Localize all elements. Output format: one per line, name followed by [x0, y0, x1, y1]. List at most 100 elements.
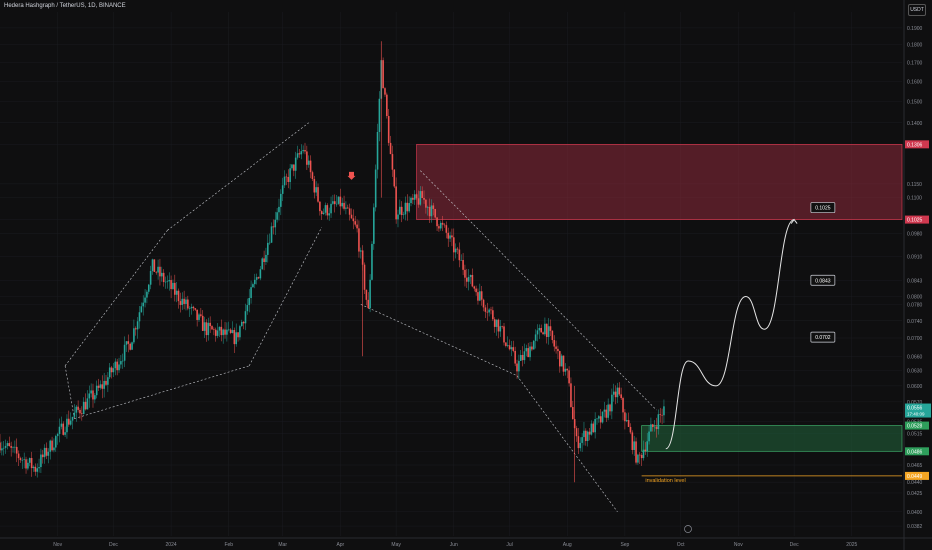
candle-body: [438, 226, 440, 229]
demand-zone: [641, 425, 903, 452]
candle-body: [332, 201, 334, 204]
candle-body: [544, 323, 546, 335]
candle-body: [45, 447, 48, 456]
level-badge: [905, 447, 929, 456]
candle-body: [475, 288, 477, 293]
price-tick: 0.1150: [907, 182, 922, 188]
candle-body: [88, 393, 91, 399]
candle-body: [499, 326, 502, 332]
candle-body: [136, 321, 139, 330]
candle-body: [579, 442, 582, 449]
candle-body: [644, 449, 647, 451]
candle-body: [651, 424, 654, 428]
candle-body: [367, 299, 370, 309]
candle-body: [0, 442, 1, 451]
candle-body: [452, 237, 455, 253]
target-badge: [810, 331, 836, 343]
candle-body: [345, 207, 347, 209]
price-tick: 0.0843: [907, 278, 923, 284]
candle-body: [519, 354, 522, 361]
candle-body: [454, 248, 457, 253]
candle-body: [19, 458, 22, 461]
candle-body: [121, 360, 124, 362]
candle-body: [553, 340, 556, 347]
candle-body: [410, 197, 412, 204]
candle-body: [198, 314, 200, 320]
candle-body: [82, 401, 85, 415]
candle-body: [382, 60, 384, 89]
candle-body: [657, 414, 660, 430]
candle-body: [79, 409, 81, 414]
price-tick: 0.0780: [907, 302, 923, 308]
candle-body: [506, 345, 509, 346]
candle-body: [601, 411, 604, 423]
time-tick: Jul: [506, 542, 512, 548]
candle-body: [451, 235, 453, 238]
price-tick: 0.0440: [907, 480, 923, 486]
candle-body: [516, 363, 518, 372]
candle-body: [402, 214, 405, 216]
candle-body: [373, 207, 375, 244]
candle-body: [34, 466, 37, 472]
price-tick: 0.1700: [907, 60, 923, 66]
candle-body: [609, 404, 611, 412]
candle-body: [304, 149, 306, 152]
candle-body: [265, 254, 267, 262]
candle-body: [267, 242, 269, 255]
candle-body: [599, 416, 602, 423]
level-label: 0.1306: [907, 142, 923, 148]
candle-body: [1, 448, 3, 451]
level-badge: [905, 421, 929, 430]
candle-body: [86, 398, 89, 410]
candle-body: [8, 443, 11, 447]
projection-arrowhead: [790, 218, 798, 224]
candle-body: [594, 419, 596, 433]
candle-body: [354, 221, 357, 225]
candle-body: [324, 205, 327, 213]
candle-body: [224, 329, 226, 335]
candle-body: [482, 299, 485, 308]
candle-body: [183, 298, 185, 304]
candle-body: [400, 206, 403, 216]
candle-body: [341, 202, 344, 207]
candle-body: [445, 225, 448, 233]
candle-body: [211, 326, 213, 330]
candle-body: [58, 426, 61, 434]
candle-body: [549, 326, 552, 331]
candle-body: [339, 196, 342, 207]
price-tick: 0.0740: [907, 319, 923, 325]
candle-body: [480, 291, 483, 300]
currency-label[interactable]: USDT: [908, 4, 926, 16]
candle-body: [23, 459, 25, 460]
candle-body: [592, 423, 595, 433]
candle-body: [614, 391, 617, 398]
candle-body: [529, 346, 531, 358]
candle-body: [21, 459, 24, 461]
candle-body: [170, 280, 172, 290]
candle-body: [49, 440, 52, 452]
candle-body: [194, 308, 197, 310]
price-axis[interactable]: 0.1900 0.1800 0.1700 0.1600 0.1500 0.1400 0.11…: [903, 0, 931, 550]
candle-body: [467, 276, 470, 282]
candle-body: [648, 431, 650, 442]
candle-body: [430, 205, 433, 217]
candle-body: [596, 418, 598, 420]
candle-body: [36, 468, 38, 472]
time-axis[interactable]: Nov Dec 2024 Feb Mar Apr May Jun Jul Aug Sep Oct Nov…: [0, 537, 932, 548]
price-tick: 0.0910: [907, 255, 923, 261]
candle-body: [97, 385, 100, 388]
candle-body: [629, 426, 632, 433]
candle-body: [607, 404, 609, 418]
candle-body: [395, 186, 397, 220]
candle-body: [393, 169, 396, 187]
candle-body: [441, 222, 444, 225]
candle-body: [570, 383, 572, 408]
candle-body: [391, 154, 394, 170]
price-tick: 0.1400: [907, 121, 923, 127]
candle-body: [622, 398, 624, 413]
candle-body: [192, 306, 195, 309]
candle-body: [188, 308, 191, 309]
candle-body: [38, 467, 40, 469]
candle-body: [625, 420, 628, 422]
